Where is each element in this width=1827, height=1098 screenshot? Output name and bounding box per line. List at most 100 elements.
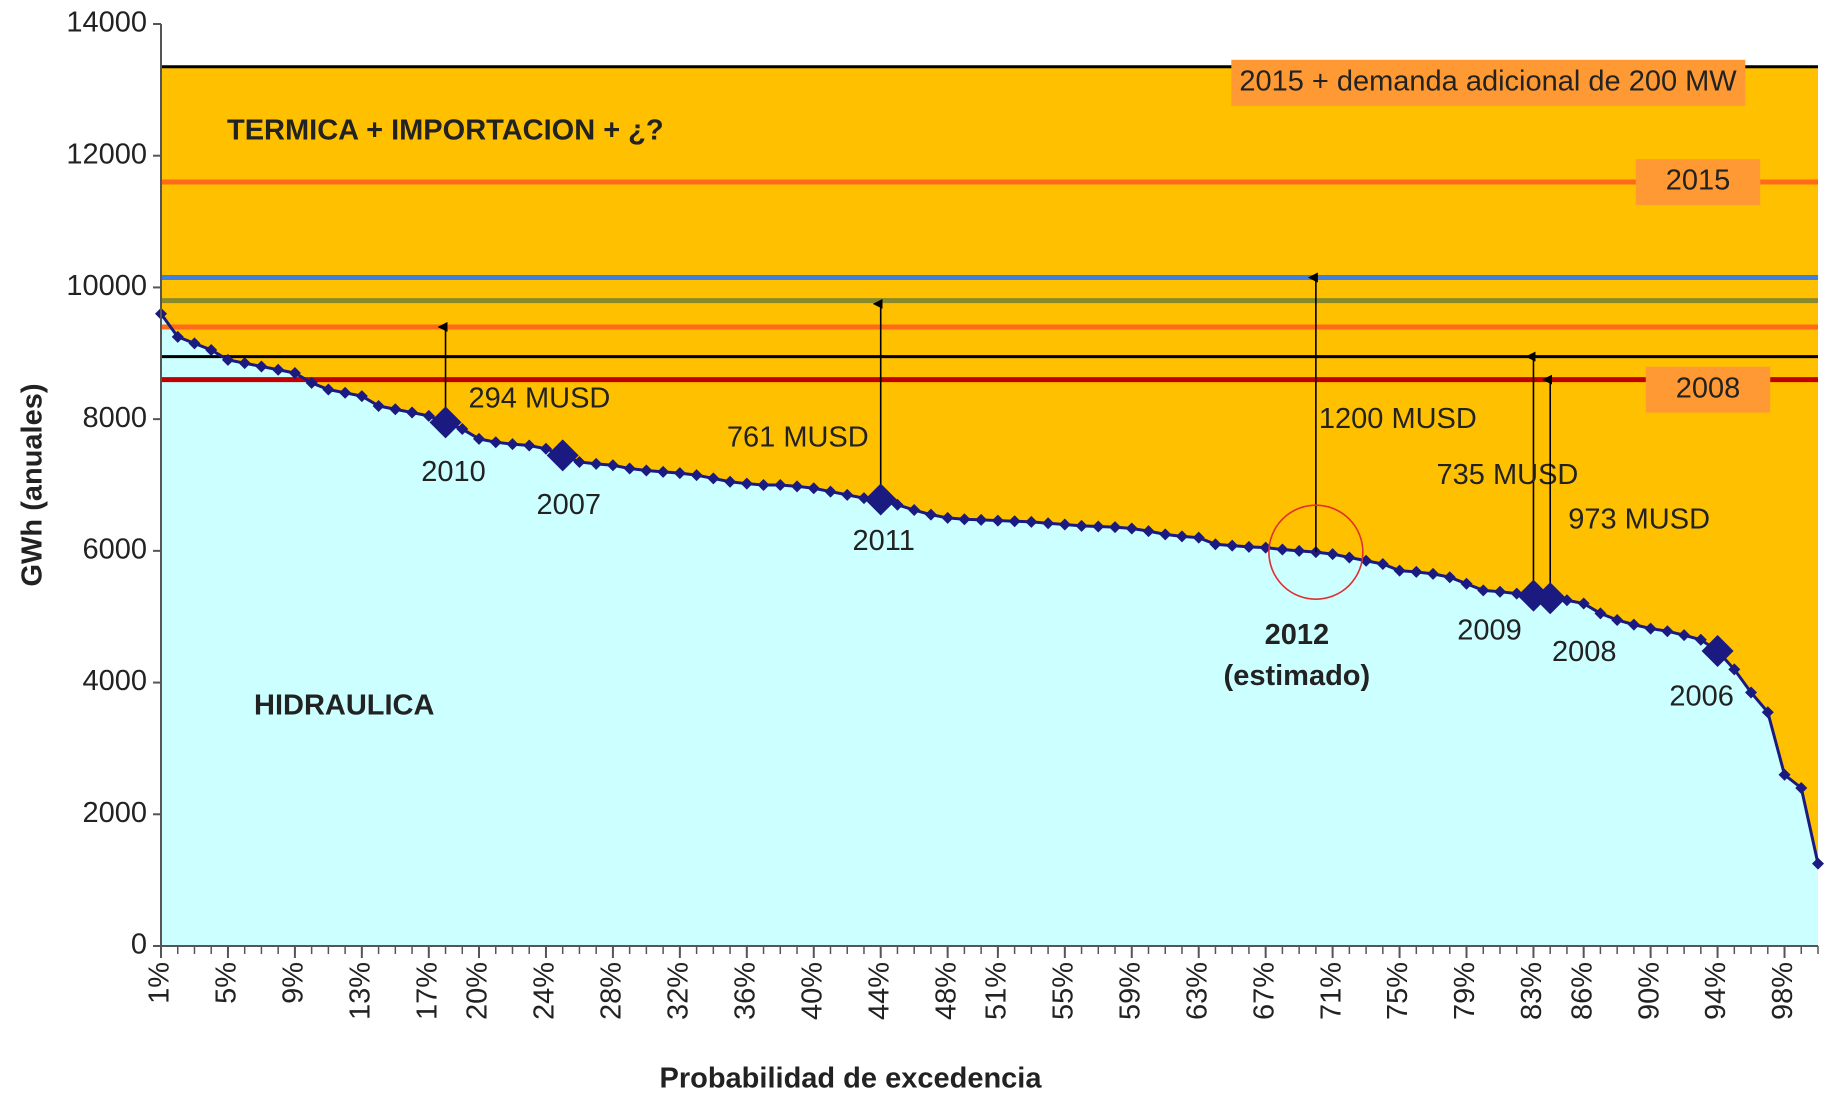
- point: [740, 477, 753, 490]
- point: [272, 363, 285, 376]
- level-label: 2015: [1635, 159, 1761, 206]
- point: [1594, 607, 1607, 620]
- highlight-marker: [1701, 634, 1734, 667]
- point: [305, 376, 318, 389]
- point: [389, 403, 402, 416]
- x-tick-label: 36%: [729, 962, 761, 1020]
- point: [891, 498, 904, 511]
- point: [1175, 530, 1188, 543]
- point: [1443, 571, 1456, 584]
- y-tick-label: 2000: [82, 797, 147, 829]
- x-tick-label: 32%: [663, 962, 695, 1020]
- x-tick-label: 90%: [1633, 962, 1665, 1020]
- level-label: 2008: [1645, 366, 1771, 413]
- highlight-label: 2009: [1457, 614, 1522, 646]
- point: [188, 337, 201, 350]
- x-tick-label: 71%: [1315, 962, 1347, 1020]
- x-tick-label: 24%: [529, 962, 561, 1020]
- point: [573, 455, 586, 468]
- point: [975, 513, 988, 526]
- point: [1778, 768, 1791, 781]
- point: [1644, 622, 1657, 635]
- point: [1276, 543, 1289, 556]
- point: [1376, 558, 1389, 571]
- point: [1293, 544, 1306, 557]
- point: [1493, 585, 1506, 598]
- y-axis-label: GWh (anuales): [17, 383, 49, 586]
- point: [339, 386, 352, 399]
- point: [1812, 857, 1824, 870]
- x-tick-label: 44%: [863, 962, 895, 1020]
- highlight-label: 2006: [1669, 681, 1734, 713]
- point: [640, 464, 653, 477]
- point: [1795, 781, 1808, 794]
- point: [238, 357, 251, 370]
- x-tick-label: 51%: [981, 962, 1013, 1020]
- point: [1745, 686, 1758, 699]
- level-label-box: [1231, 59, 1746, 106]
- highlight-marker: [1534, 582, 1567, 615]
- point: [757, 479, 770, 491]
- point: [807, 482, 820, 495]
- highlight-circle: [1268, 504, 1364, 600]
- point: [791, 480, 804, 493]
- x-tick-label: 13%: [345, 962, 377, 1020]
- point: [473, 432, 486, 445]
- x-tick-label: 94%: [1700, 962, 1732, 1020]
- point: [841, 488, 854, 501]
- point: [205, 343, 218, 356]
- highlight-label: 2012: [1265, 619, 1330, 651]
- point: [372, 399, 385, 412]
- y-tick-label: 4000: [82, 665, 147, 697]
- point: [908, 504, 921, 517]
- point: [539, 442, 552, 455]
- region-label: HIDRAULICA: [254, 690, 434, 722]
- point: [506, 438, 519, 451]
- x-tick-label: 79%: [1449, 962, 1481, 1020]
- arrow-label: 294 MUSD: [469, 383, 611, 415]
- point: [1042, 517, 1055, 530]
- y-tick-label: 12000: [66, 138, 147, 170]
- point: [590, 457, 603, 470]
- point: [171, 330, 184, 343]
- point: [1694, 633, 1707, 646]
- arrow-label: 1200 MUSD: [1319, 403, 1477, 435]
- x-tick-label: 83%: [1516, 962, 1548, 1020]
- point: [774, 479, 787, 491]
- x-tick-label: 75%: [1382, 962, 1414, 1020]
- x-tick-label: 98%: [1767, 962, 1799, 1020]
- highlight-note: (estimado): [1224, 660, 1371, 692]
- point: [523, 439, 536, 452]
- highlight-label: 2010: [421, 456, 486, 488]
- point: [707, 472, 720, 485]
- highlight-marker: [864, 483, 897, 516]
- point: [1109, 521, 1122, 534]
- x-tick-label: 20%: [462, 962, 494, 1020]
- x-tick-label: 86%: [1566, 962, 1598, 1020]
- point: [456, 423, 469, 436]
- point: [1343, 551, 1356, 564]
- point: [941, 511, 954, 524]
- level-label-text: 2015 + demanda adicional de 200 MW: [1239, 65, 1737, 97]
- x-tick-label: 67%: [1248, 962, 1280, 1020]
- point: [958, 513, 971, 526]
- point: [1025, 515, 1038, 528]
- level-label-box: [1635, 159, 1761, 206]
- highlight-label: 2011: [853, 525, 915, 557]
- x-tick-label: 55%: [1047, 962, 1079, 1020]
- point: [1611, 614, 1624, 627]
- point: [1661, 625, 1674, 638]
- point: [824, 485, 837, 498]
- point: [406, 406, 419, 419]
- point: [724, 475, 737, 488]
- area: [161, 313, 1818, 946]
- x-tick-label: 59%: [1114, 962, 1146, 1020]
- point: [1627, 618, 1640, 631]
- x-tick-label: 9%: [278, 962, 310, 1004]
- highlight-marker: [429, 406, 462, 439]
- point: [924, 508, 937, 521]
- point: [288, 367, 301, 380]
- point: [606, 459, 619, 472]
- point: [690, 469, 703, 482]
